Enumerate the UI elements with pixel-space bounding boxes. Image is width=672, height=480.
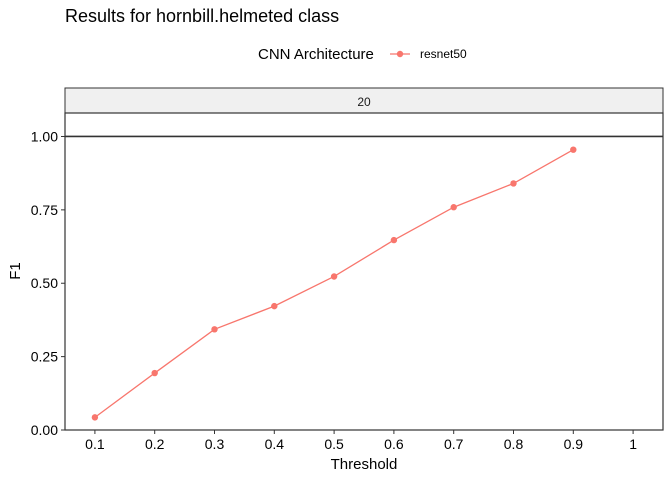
data-point (390, 236, 398, 244)
y-tick-label: 1.00 (31, 128, 58, 144)
facet-strip-label: 20 (357, 95, 371, 109)
x-tick-label: 0.9 (564, 436, 584, 452)
x-tick-label: 0.7 (444, 436, 464, 452)
x-tick-label: 0.1 (85, 436, 105, 452)
legend-title: CNN Architecture (258, 46, 374, 63)
facet-strip: 20 (64, 87, 664, 114)
data-point (570, 146, 577, 153)
plot-panel (64, 112, 664, 431)
data-point (271, 302, 278, 310)
legend: CNN Architecture resnet50 (258, 46, 467, 63)
data-point (211, 326, 218, 333)
data-point (450, 204, 457, 211)
y-tick-label: 0.25 (31, 349, 58, 365)
series-layer (91, 146, 577, 421)
x-axis-title: Threshold (331, 456, 398, 473)
x-tick-label: 0.2 (145, 436, 165, 452)
y-tick-label: 0.75 (31, 202, 58, 218)
y-tick-label: 0.00 (31, 422, 58, 438)
x-tick-label: 0.5 (324, 436, 344, 452)
x-tick-label: 0.3 (205, 436, 225, 452)
data-point (151, 369, 158, 377)
legend-key-point (396, 50, 404, 58)
x-tick-label: 1 (629, 436, 637, 452)
x-tick-label: 0.8 (504, 436, 524, 452)
y-axis-title: F1 (7, 262, 24, 280)
x-tick-label: 0.4 (265, 436, 285, 452)
legend-label: resnet50 (420, 47, 467, 61)
chart-title: Results for hornbill.helmeted class (65, 6, 339, 26)
data-point (91, 414, 99, 421)
data-point (510, 180, 517, 187)
axes: 0.1 0.2 0.3 0.4 0.5 0.6 0.7 0.8 0.9 1 0.00 0.25 0.50… (31, 128, 663, 452)
y-tick-label: 0.50 (31, 275, 58, 291)
x-tick-label: 0.6 (384, 436, 404, 452)
data-point (330, 273, 338, 280)
